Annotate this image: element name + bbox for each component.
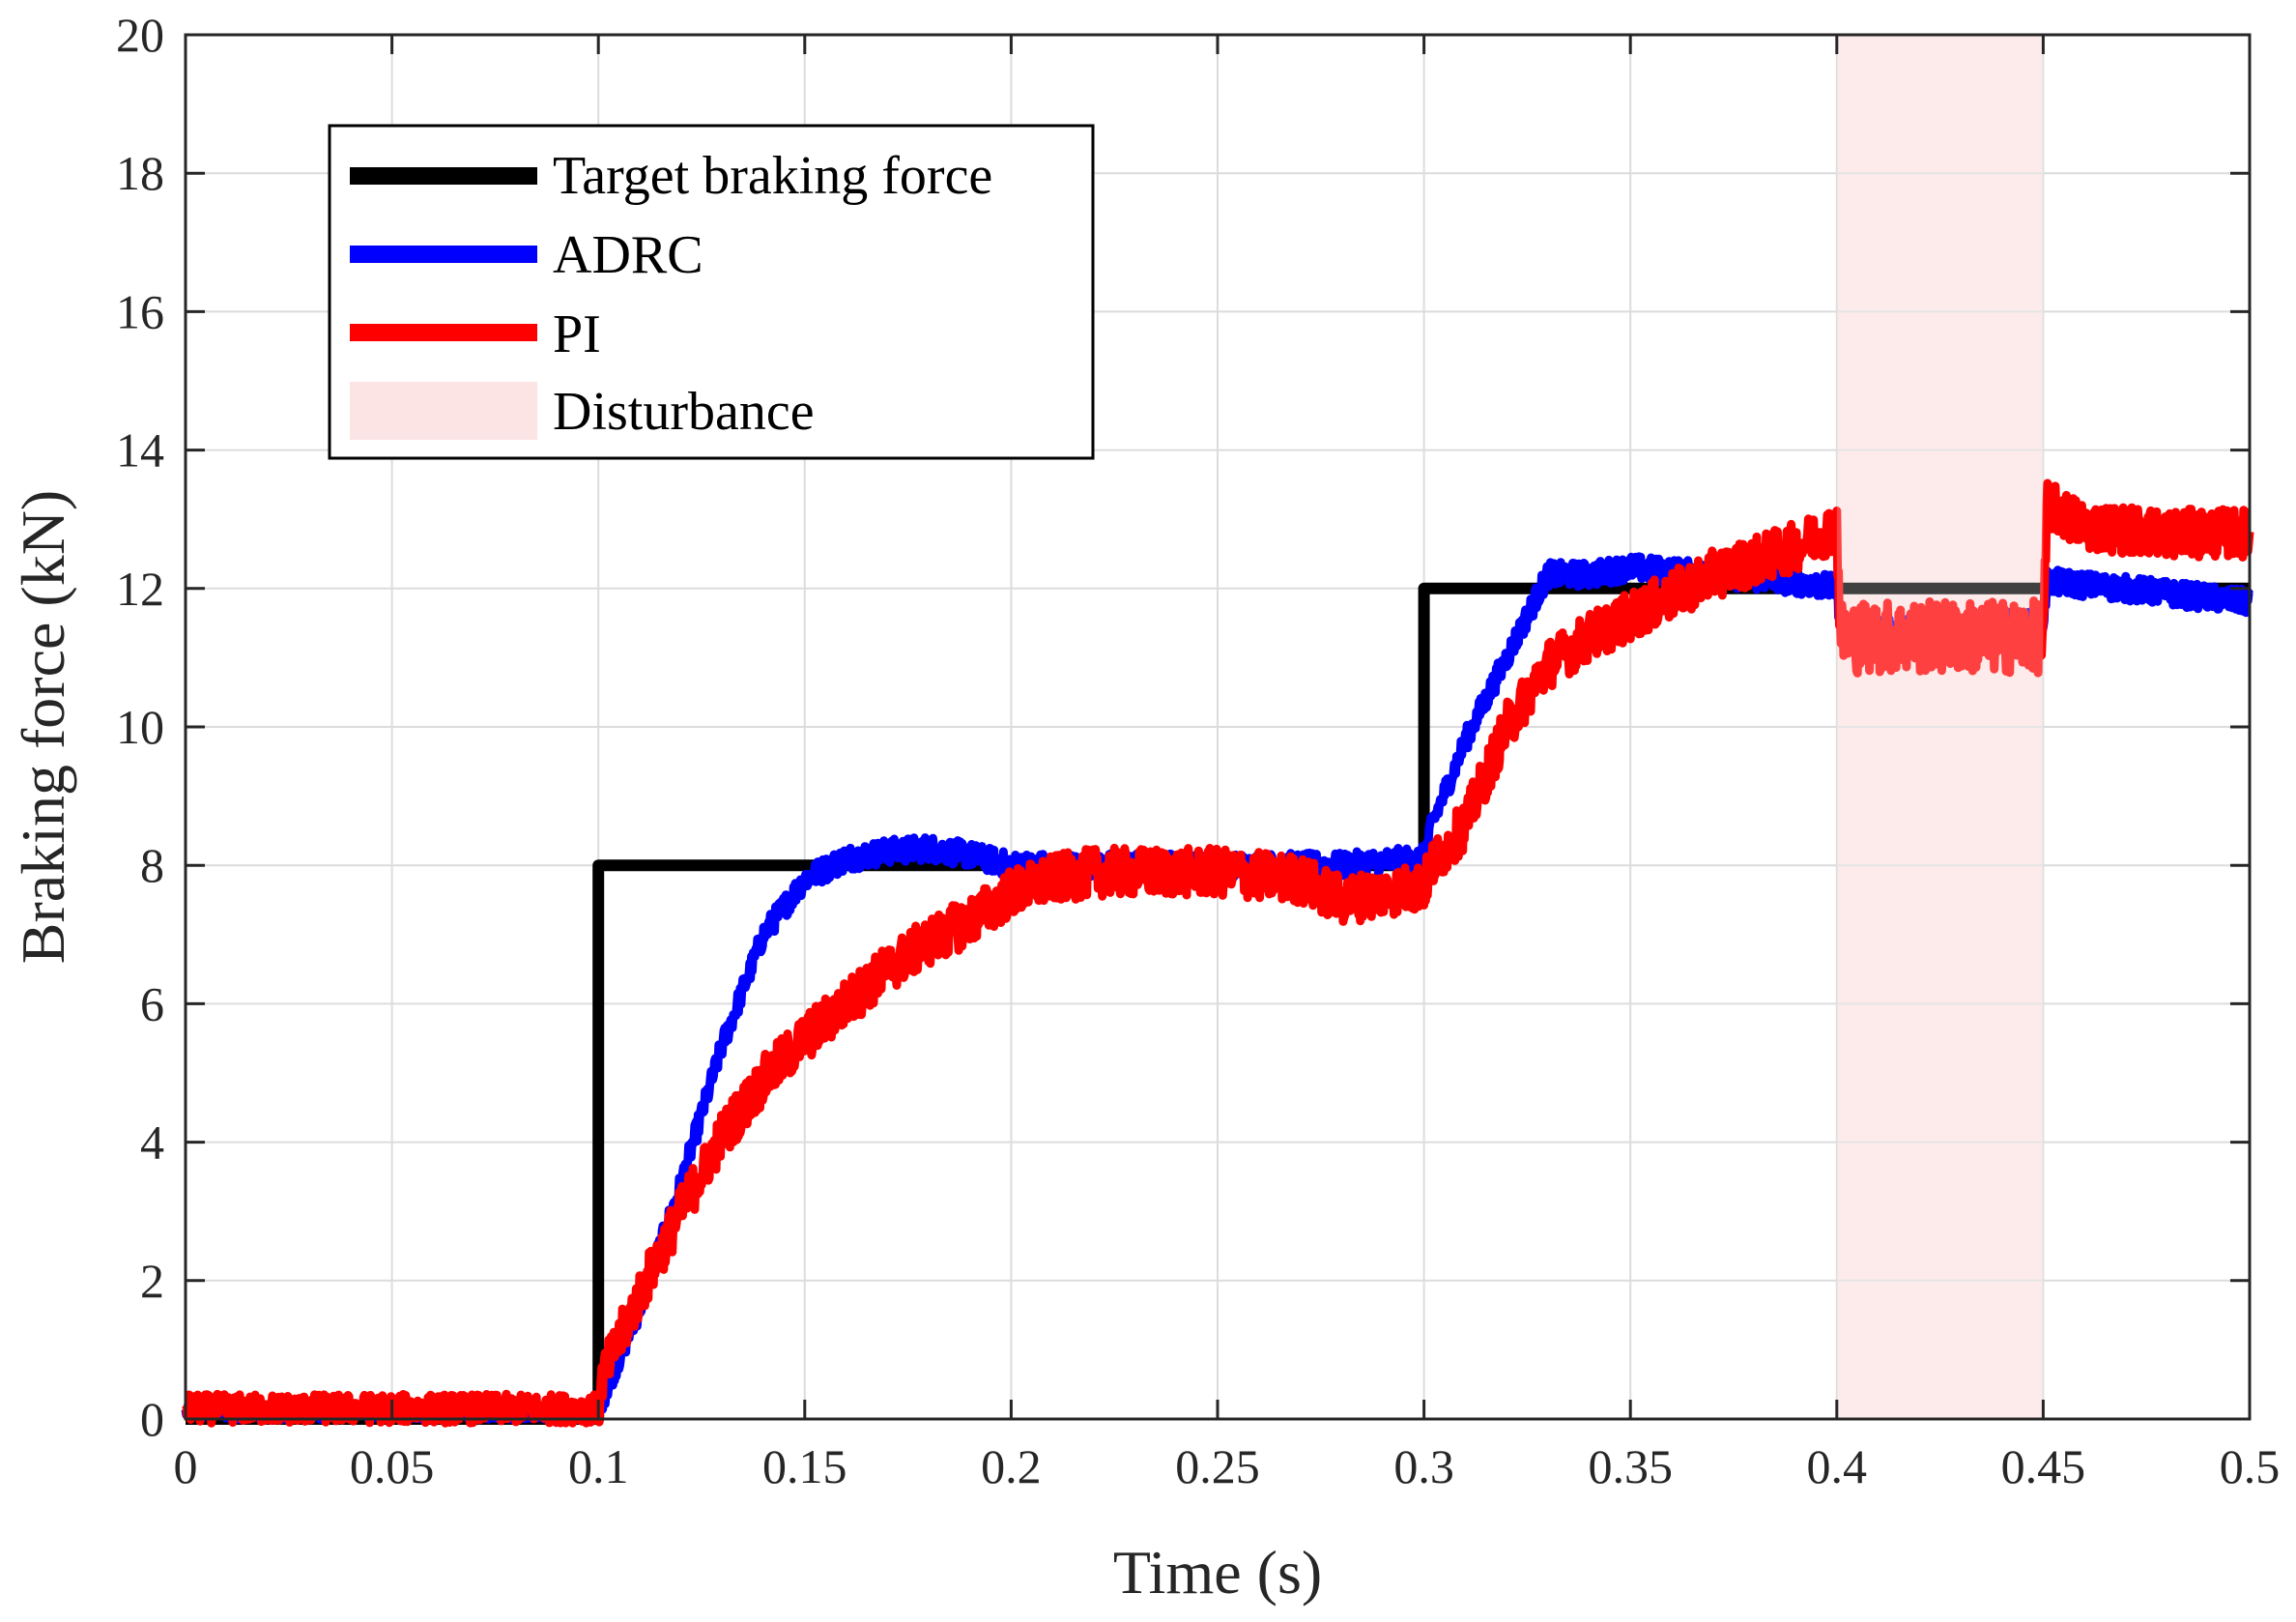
legend-label-adrc: ADRC (553, 225, 703, 285)
x-tick-label-4: 0.2 (981, 1439, 1042, 1493)
x-tick-label-3: 0.15 (762, 1439, 847, 1493)
y-tick-label-9: 18 (116, 146, 164, 200)
y-tick-label-1: 2 (140, 1254, 164, 1308)
x-tick-label-0: 0 (174, 1439, 198, 1493)
series-line-pi (182, 478, 2254, 1428)
x-axis-label: Time (s) (1113, 1538, 1322, 1607)
legend-label-pi: PI (553, 304, 601, 364)
y-tick-label-6: 12 (116, 562, 164, 616)
x-tick-label-5: 0.25 (1175, 1439, 1260, 1493)
y-tick-label-0: 0 (140, 1392, 164, 1446)
x-tick-label-8: 0.4 (1807, 1439, 1868, 1493)
x-tick-label-6: 0.3 (1393, 1439, 1454, 1493)
x-tick-label-1: 0.05 (350, 1439, 435, 1493)
x-tick-label-9: 0.45 (2001, 1439, 2086, 1493)
legend: Target braking force ADRC PI Disturbance (328, 124, 1095, 460)
legend-swatch-disturbance (350, 382, 537, 440)
series-group (181, 35, 2254, 1428)
disturbance-overlay (1836, 35, 2044, 1419)
x-tick-label-10: 0.5 (2220, 1439, 2281, 1493)
x-tick-label-7: 0.35 (1588, 1439, 1673, 1493)
y-tick-label-4: 8 (140, 838, 164, 892)
legend-label-disturbance: Disturbance (553, 382, 815, 442)
y-tick-label-8: 16 (116, 284, 164, 338)
y-tick-label-2: 4 (140, 1115, 164, 1170)
y-axis-label: Braking force (kN) (9, 490, 77, 964)
y-tick-label-7: 14 (116, 423, 164, 478)
axis-ticks: 0 0.05 0.1 0.15 0.2 0.25 0.3 0.35 0.4 0.45 0.5 0 2 4 6… (116, 8, 2280, 1493)
y-tick-label-3: 6 (140, 976, 164, 1030)
legend-label-target-braking-force: Target braking force (553, 146, 992, 206)
y-tick-label-5: 10 (116, 700, 164, 754)
x-tick-label-2: 0.1 (568, 1439, 629, 1493)
y-tick-label-10: 20 (116, 8, 164, 62)
